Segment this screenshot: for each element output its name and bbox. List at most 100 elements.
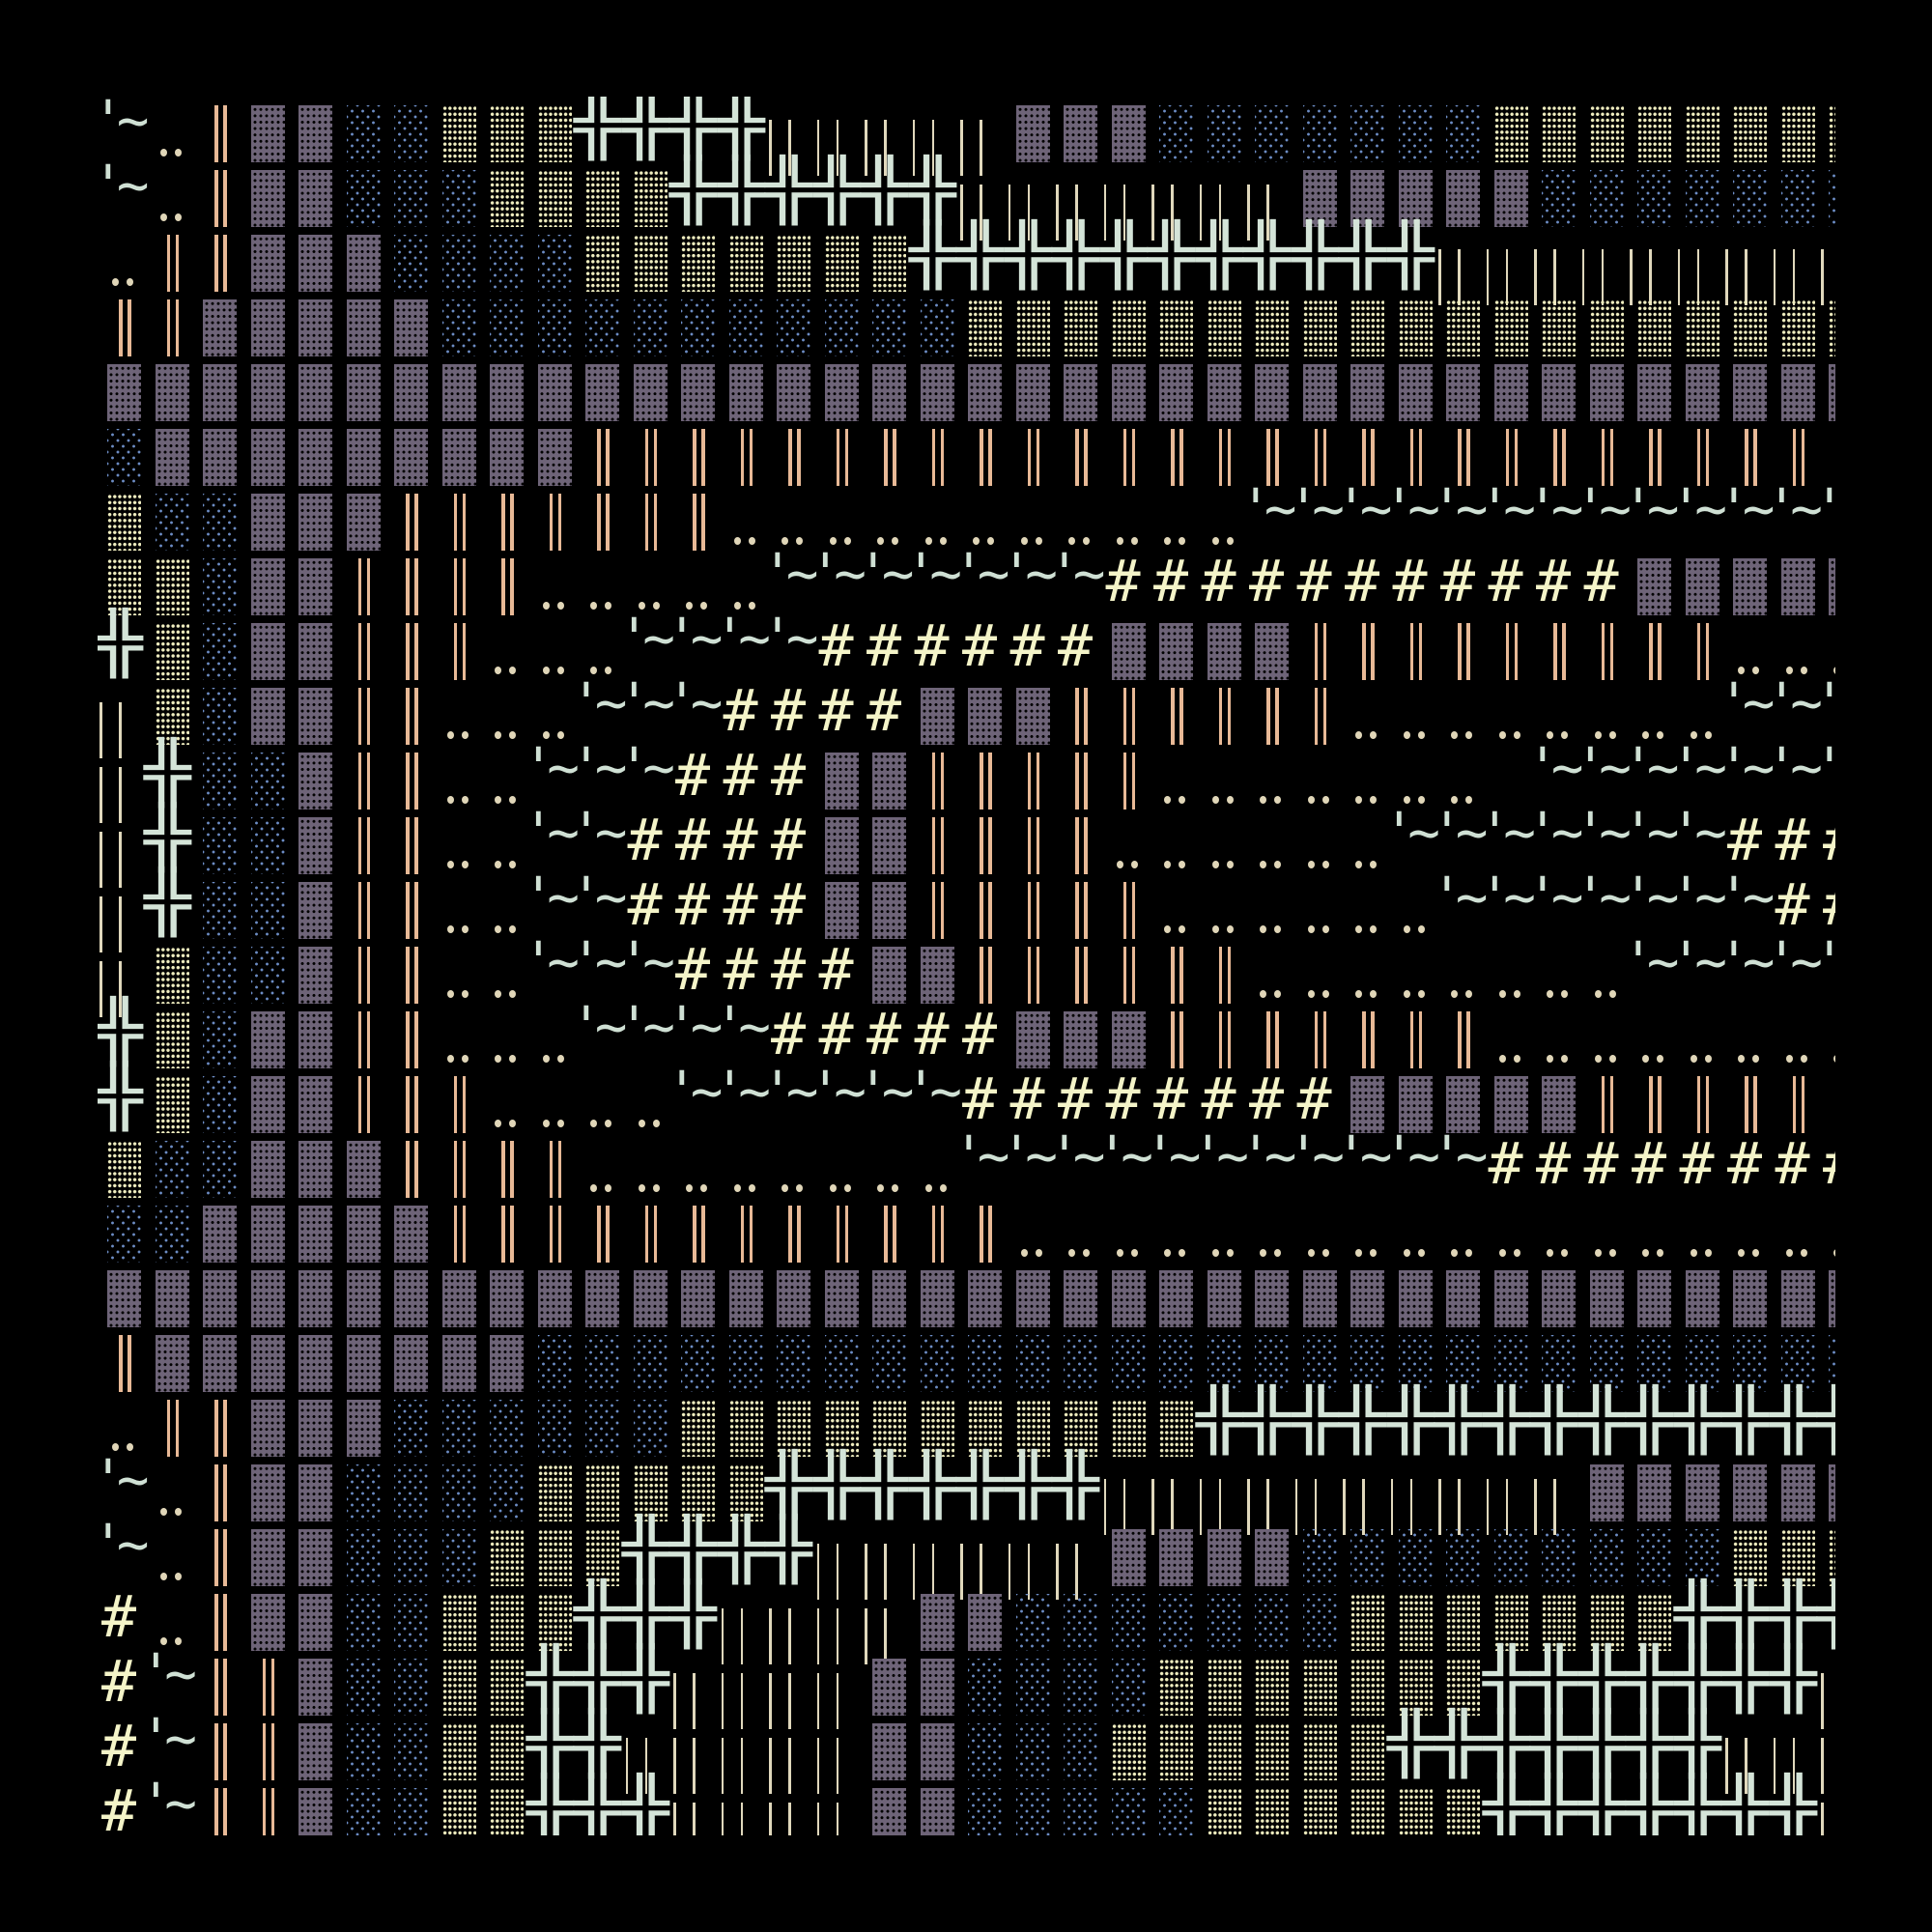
glyph-part — [537, 105, 572, 162]
glyph-part: '~ — [1048, 1125, 1106, 1188]
glyph-part — [155, 1206, 189, 1263]
cell-shade-dark: ▓ — [337, 1132, 385, 1198]
cell-shade-light: ░ — [576, 1326, 624, 1392]
cell-double-bar: ‖ — [1485, 420, 1533, 486]
cell-shade-dark: ▓ — [1389, 161, 1437, 227]
cell-double-bar: ‖ — [671, 1197, 720, 1263]
glyph-part — [980, 429, 983, 486]
cell-shade-dark: ▓ — [480, 420, 528, 486]
cell-shade-light: ░ — [384, 226, 433, 292]
glyph-part: ╬ — [717, 97, 765, 160]
glyph-part: '~ — [809, 1061, 867, 1123]
glyph-part — [250, 235, 285, 292]
cell-shade-light: ░ — [1723, 1326, 1772, 1392]
glyph-part — [537, 1400, 572, 1457]
cell-tilde: '~'~ — [1575, 478, 1633, 550]
cell-shade-light: ░ — [193, 614, 242, 680]
glyph-part — [1696, 1076, 1700, 1133]
glyph-part — [346, 1529, 381, 1586]
cell-hash: ## — [815, 938, 864, 1003]
glyph-part — [872, 1335, 906, 1392]
cell-dots: .. — [146, 1456, 194, 1520]
glyph-part — [155, 558, 189, 615]
glyph-part: # — [818, 677, 854, 745]
glyph-part — [1015, 299, 1050, 356]
cell-shade-dark: ▓ — [911, 1262, 959, 1327]
glyph-part — [920, 1335, 954, 1392]
cell-tilde: '~'~ — [1431, 478, 1489, 550]
cell-tilde: '~'~ — [1670, 737, 1728, 809]
glyph-part — [1514, 429, 1518, 486]
glyph-part: '~ — [1431, 867, 1489, 929]
glyph-part — [223, 105, 227, 162]
glyph-part — [1677, 249, 1680, 305]
cell-box-cross: ╬╬ — [144, 805, 194, 873]
glyph-part — [250, 494, 285, 551]
cell-dots: .. — [863, 485, 911, 550]
glyph-part — [1294, 1479, 1297, 1535]
cell-dots: .. — [1580, 1003, 1629, 1067]
cell-double-bar: ‖ — [193, 97, 242, 162]
glyph-part — [1745, 1076, 1748, 1133]
glyph-part — [1211, 925, 1219, 933]
cell-dots: .. — [624, 1132, 672, 1197]
glyph-part — [1322, 1011, 1326, 1068]
cell-box-cross: ╬╬ — [1530, 1711, 1580, 1779]
cell-shade-dark: ▓ — [289, 1650, 337, 1716]
cell-shade-dark: ▓ — [1007, 97, 1055, 162]
glyph-part — [960, 1544, 963, 1600]
cell-shade-dark: ▓ — [146, 1262, 194, 1327]
cell-shade-dark: ▓ — [480, 1326, 528, 1392]
glyph-part — [836, 1544, 838, 1600]
cell-hash: ## — [1389, 550, 1437, 614]
glyph-part — [1553, 249, 1556, 305]
glyph-part — [414, 688, 418, 745]
glyph-part: # — [818, 612, 854, 680]
glyph-part — [1255, 364, 1289, 421]
glyph-part — [1542, 1594, 1576, 1651]
cell-hash: ## — [1485, 550, 1533, 614]
cell-box-cross: ╬╬ — [1770, 1646, 1820, 1715]
glyph-part: # — [101, 1583, 137, 1651]
glyph-part — [1513, 1249, 1520, 1257]
cell-tilde: '~'~ — [1718, 478, 1776, 550]
glyph-part — [1403, 1249, 1410, 1257]
cell-shade-light: ░ — [815, 1326, 864, 1392]
cell-shade-dark: ▓ — [1676, 1262, 1724, 1327]
glyph-part — [884, 1608, 887, 1664]
glyph-part — [490, 1788, 524, 1835]
glyph-part — [223, 170, 227, 227]
cell-shade-dark: ▓ — [384, 1262, 433, 1327]
glyph-part — [1370, 861, 1377, 868]
cell-shade-dark: ▓ — [1102, 1003, 1151, 1068]
glyph-part — [1371, 429, 1375, 486]
cell-shade-dark: ▓ — [289, 679, 337, 745]
cell-shade-medium: ▒ — [671, 1391, 720, 1457]
cell-shade-light: ░ — [193, 485, 242, 551]
cell-double-bar: ‖ — [1150, 420, 1198, 486]
glyph-part — [1608, 990, 1616, 998]
glyph-part: ╬ — [1386, 1384, 1435, 1455]
cell-hash: ## — [98, 1585, 146, 1650]
glyph-part — [931, 1544, 934, 1600]
glyph-part — [1514, 623, 1518, 680]
cell-hash: ## — [1723, 809, 1772, 873]
cell-shade-dark: ▓ — [863, 938, 911, 1004]
glyph-part — [769, 1673, 772, 1729]
glyph-part — [1164, 796, 1171, 804]
cell-double-bar: ‖ — [480, 1132, 528, 1198]
cell-dots: .. — [1580, 1197, 1629, 1262]
glyph-part — [1498, 1055, 1506, 1063]
cell-double-bar: ‖ — [433, 1197, 481, 1263]
glyph-part — [1542, 1335, 1576, 1392]
glyph-part — [1084, 688, 1088, 745]
cell-dots: .. — [815, 485, 864, 550]
glyph-part — [1314, 429, 1318, 486]
glyph-part — [1418, 1011, 1422, 1068]
cell-double-bar: ‖ — [815, 1197, 864, 1263]
cell-shade-dark: ▓ — [958, 1262, 1007, 1327]
glyph-part — [1274, 990, 1281, 998]
glyph-part — [1753, 429, 1757, 486]
cell-bar: | — [1150, 1456, 1198, 1535]
glyph-part — [119, 702, 122, 758]
